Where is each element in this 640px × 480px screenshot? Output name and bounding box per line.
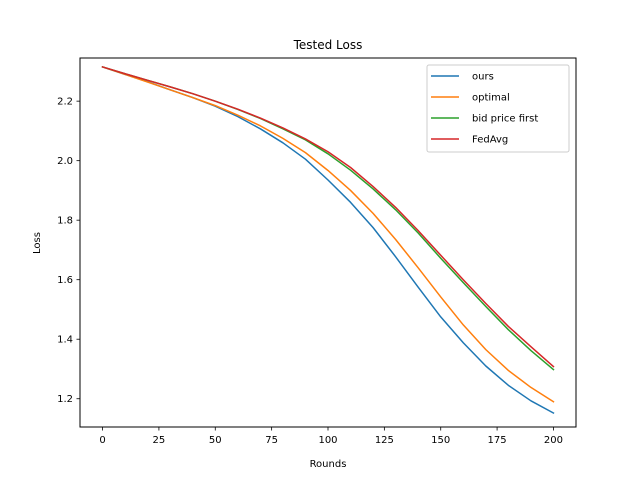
legend-box	[426, 64, 570, 153]
legend-label: bid price first	[472, 114, 538, 125]
x-tick-label: 25	[153, 435, 166, 446]
x-tick-label: 200	[544, 435, 563, 446]
y-axis-label: Loss	[32, 232, 43, 254]
chart-title: Tested Loss	[293, 38, 363, 52]
y-axis: 1.2 1.4 1.6 1.8 2.0 2.2	[57, 97, 80, 405]
plot-area	[101, 65, 555, 415]
x-tick-label: 100	[318, 435, 337, 446]
x-tick-label: 125	[375, 435, 394, 446]
y-tick-label: 1.2	[57, 394, 73, 405]
y-tick-label: 1.6	[57, 275, 73, 286]
x-tick-label: 75	[265, 435, 278, 446]
x-tick-label: 150	[431, 435, 450, 446]
legend-label: ours	[472, 72, 494, 83]
y-tick-label: 2.2	[57, 97, 73, 108]
y-tick-label: 1.4	[57, 335, 73, 346]
legend: ours optimal bid price first FedAvg	[426, 64, 570, 153]
x-tick-label: 50	[209, 435, 222, 446]
y-tick-label: 2.0	[57, 156, 73, 167]
x-tick-label: 0	[99, 435, 105, 446]
x-tick-label: 175	[488, 435, 507, 446]
legend-label: FedAvg	[472, 135, 508, 146]
y-tick-label: 1.8	[57, 216, 73, 227]
legend-label: optimal	[472, 93, 510, 104]
x-axis: 0 25 50 75 100 125 150 175 200	[99, 427, 563, 446]
series-line-optimal	[101, 65, 555, 403]
series-line-fedavg	[101, 65, 555, 368]
x-axis-label: Rounds	[310, 459, 347, 470]
